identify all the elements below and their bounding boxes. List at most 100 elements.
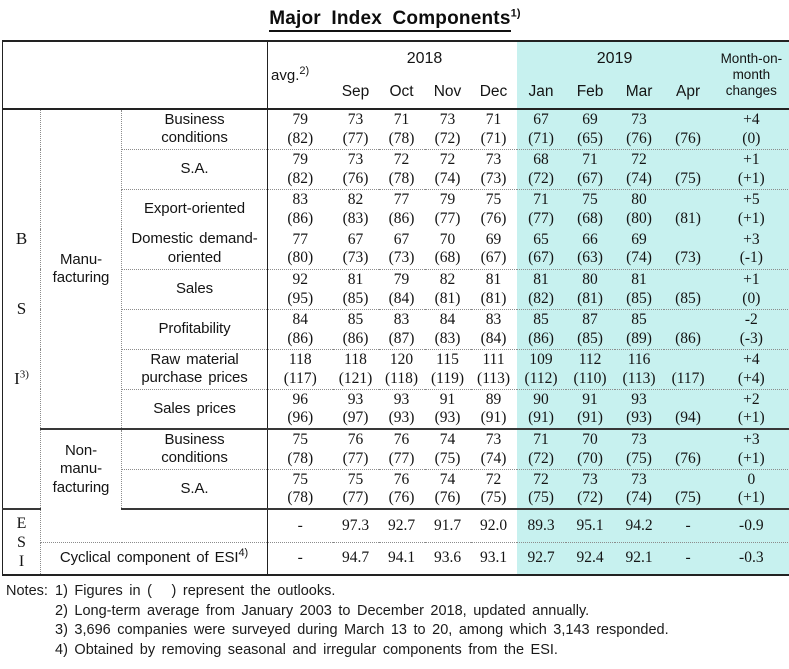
main-value: 96 — [292, 390, 309, 408]
note-item-4: 4) Obtained by removing seasonal and irr… — [55, 641, 558, 658]
main-value: 109 — [529, 351, 553, 368]
outlook-value: (78) — [287, 489, 314, 507]
outlook-value: (75) — [434, 449, 461, 467]
value-cell: 79 (82) — [267, 109, 333, 150]
value-cell: 79 (77) — [425, 189, 471, 229]
value-cell: 92.1 — [614, 542, 664, 576]
outlook-value: (119) — [431, 369, 465, 387]
value-cell: 75 (76) — [471, 189, 517, 229]
main-value — [664, 271, 713, 290]
outlook-value: (81) — [577, 289, 603, 307]
outlook-value: (80) — [287, 249, 314, 267]
outlook-value: (73) — [480, 169, 507, 187]
row-label-cell: S.A. — [120, 149, 269, 190]
header-month-apr: Apr — [663, 75, 713, 110]
outlook-value: (0) — [742, 129, 761, 147]
value-cell: 91 (93) — [424, 389, 471, 430]
outlook-value: (67) — [577, 169, 603, 187]
value-cell: 97.3 — [332, 509, 379, 543]
outlook-value: (91) — [480, 409, 507, 427]
outlook-value: (85) — [342, 289, 369, 307]
main-value: 82 — [439, 271, 456, 288]
header-month-mar: Mar — [614, 75, 664, 110]
main-value: 73 — [485, 151, 502, 168]
mom-value-cell: -0.9 — [712, 509, 789, 543]
value-cell: 84 (86) — [267, 309, 333, 350]
outlook-value: (74) — [626, 489, 652, 507]
main-value: -2 — [744, 311, 758, 328]
value-cell: 67 (71) — [516, 109, 566, 150]
outlook-value: (113) — [622, 369, 656, 387]
value-cell: 92.4 — [565, 542, 615, 576]
main-value — [664, 151, 713, 170]
table-row: Non-manu-facturing Business conditions 75(… — [3, 429, 789, 509]
superscript: 4) — [238, 547, 249, 559]
row-label-cell: Profitability — [121, 309, 269, 350]
value-cell: 73 (77) — [332, 109, 379, 150]
outlook-value: (91) — [528, 409, 554, 427]
main-value: 81 — [485, 271, 502, 288]
esi-letter: E — [16, 514, 27, 532]
outlook-value: (112) — [524, 369, 558, 387]
value-cell: 69 (67) — [470, 229, 517, 270]
outlook-value: (76) — [675, 129, 701, 147]
value-cell: (73) — [663, 229, 713, 270]
header-corner-cell — [2, 41, 269, 110]
table-row: Domestic demand-oriented 77 (80) 67 (73) 67 (7… — [3, 229, 789, 270]
main-value: 93 — [347, 390, 364, 408]
value-cell: 73 (73) — [470, 149, 517, 190]
value-cell: 74 (76) — [424, 469, 471, 510]
outlook-value: (78) — [388, 169, 415, 187]
outlook-value: (75) — [626, 449, 652, 467]
value-cell: 83 (86) — [268, 189, 333, 229]
value-cell: 71 (67) — [565, 149, 615, 190]
outlook-value: (72) — [528, 449, 554, 467]
outlook-value: (84) — [388, 289, 415, 307]
outlook-value: (-1) — [739, 249, 763, 267]
main-value: 120 — [389, 351, 414, 368]
value-cell: 85 (86) — [332, 309, 379, 350]
main-value: 89 — [485, 390, 502, 408]
esi-letter: I — [18, 552, 25, 570]
outlook-value: (76) — [675, 449, 701, 467]
value-cell: 71 (71) — [470, 109, 517, 150]
value-cell: 73 (74) — [614, 469, 664, 510]
main-value: 75 — [347, 470, 364, 488]
note-item-1: 1) Figures in ( ) represent the outlooks… — [55, 583, 336, 599]
value-cell: 65 (67) — [516, 229, 566, 270]
value-cell: 82 (81) — [424, 269, 471, 310]
outlook-value: (83) — [342, 209, 369, 227]
value-cell: 83 (87) — [378, 309, 425, 350]
major-index-table: avg.2) 2018 2019 Month-on- month changes… — [2, 40, 789, 576]
value-cell: 120 (118) — [378, 349, 425, 390]
outlook-value: (93) — [626, 409, 652, 427]
value-cell: 92.7 — [516, 542, 566, 576]
main-value: 93 — [631, 390, 647, 408]
value-cell: 73 (74) — [470, 429, 517, 470]
outlook-value: (110) — [573, 369, 607, 387]
notes-prefix: Notes: — [6, 583, 48, 599]
main-value: 118 — [288, 351, 312, 368]
row-label-cell: Business conditions — [121, 109, 269, 150]
main-value: 116 — [627, 351, 651, 368]
table-body: B S I3) Manu-facturing Business conditions 79… — [2, 109, 789, 576]
main-value — [664, 311, 713, 330]
row-label-cell: Raw material purchase prices — [121, 349, 269, 390]
outlook-value: (93) — [434, 409, 461, 427]
manufacturing-cell: Manu-facturing — [40, 109, 122, 430]
main-value: 75 — [582, 191, 598, 209]
header-avg-cell: avg.2) — [267, 41, 333, 110]
outlook-value: (+4) — [737, 369, 765, 387]
outlook-value: (95) — [287, 289, 314, 307]
value-cell: 85 (89) — [614, 309, 664, 350]
outlook-value: (68) — [434, 249, 461, 267]
outlook-value: (+1) — [737, 449, 765, 467]
outlook-value: (71) — [480, 129, 507, 147]
outlook-value: (81) — [434, 289, 461, 307]
value-cell: 80 (81) — [565, 269, 615, 310]
outlook-value: (87) — [388, 329, 415, 347]
mom-value-cell: +3 (+1) — [712, 429, 789, 470]
title-superscript: 1) — [510, 7, 521, 20]
value-cell: 95.1 — [565, 509, 615, 543]
